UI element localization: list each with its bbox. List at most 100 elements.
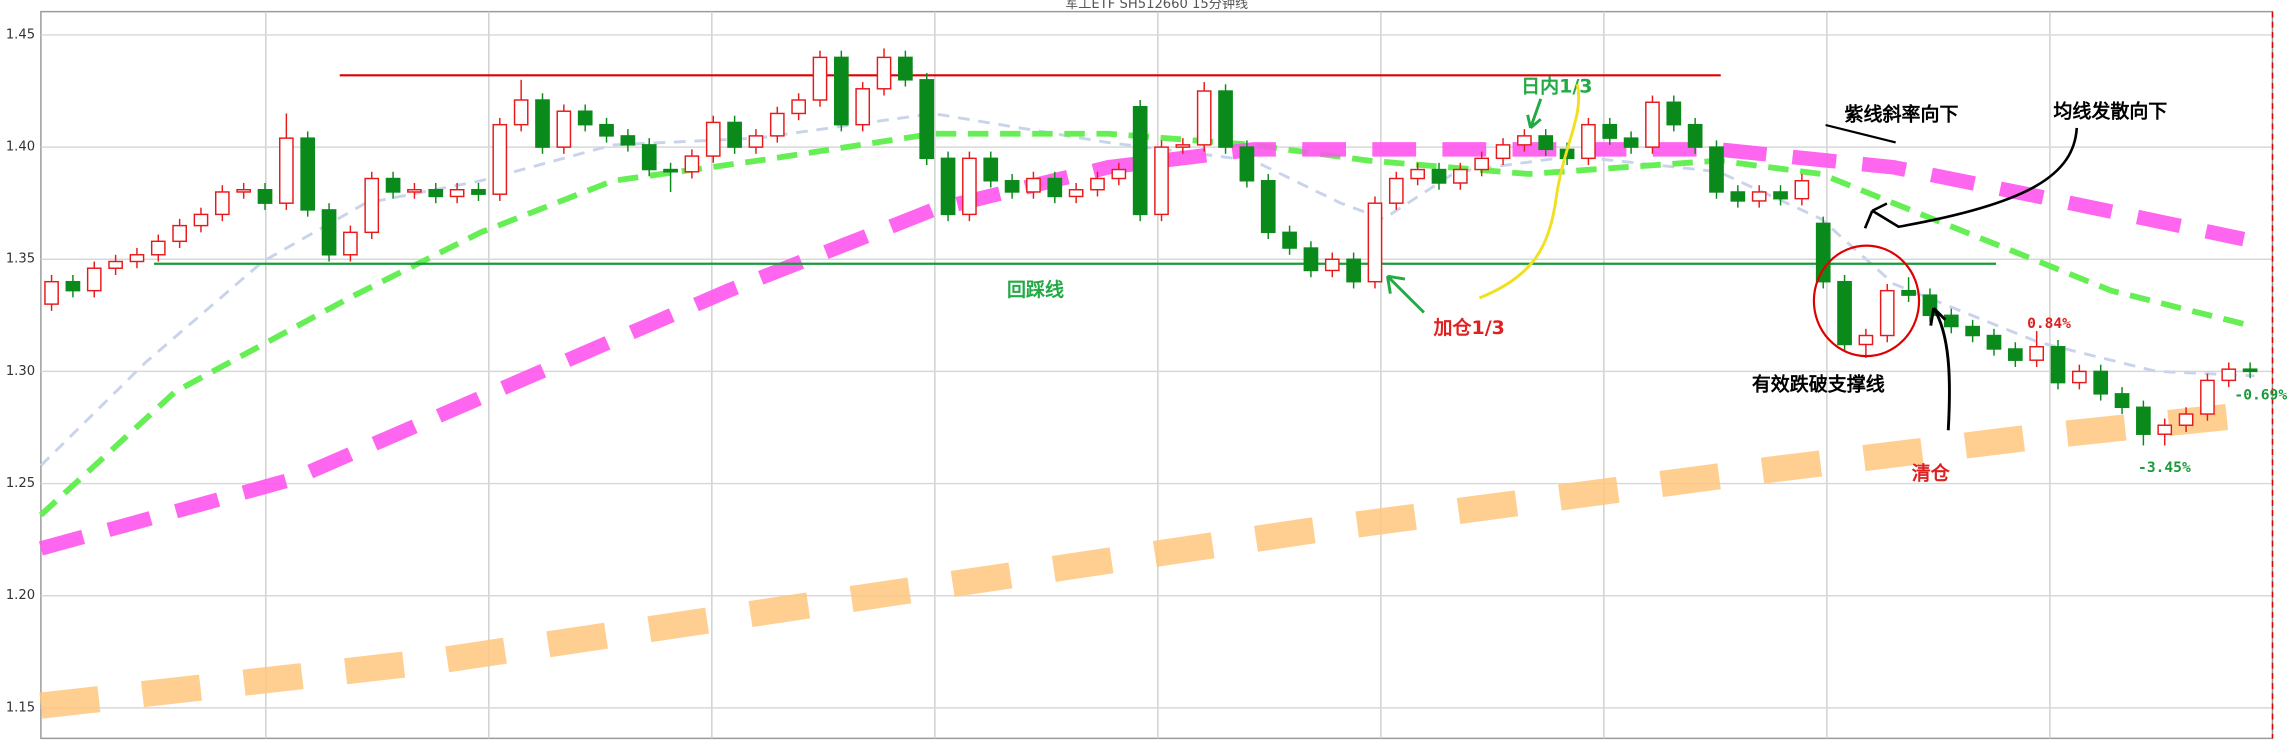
candle-body: [492, 123, 508, 195]
candle-body: [1879, 289, 1895, 337]
candle-body: [1026, 177, 1041, 193]
candle-body: [684, 155, 700, 173]
candle-body: [1474, 157, 1490, 171]
candle-body: [2242, 368, 2258, 373]
candle-body: [1132, 106, 1148, 216]
candle-body: [86, 267, 102, 292]
candle-body: [428, 188, 444, 198]
candle-body: [2157, 424, 2173, 435]
candle-body: [1324, 258, 1340, 272]
pct-label: -3.45%: [2138, 459, 2191, 476]
candle-body: [1815, 222, 1831, 283]
candle-body: [1282, 231, 1297, 249]
arrow: [1863, 127, 2079, 229]
candle-body: [620, 135, 636, 146]
y-tick-label: 1.30: [6, 364, 35, 379]
candle-body: [1687, 123, 1703, 148]
candle-body: [1239, 146, 1255, 182]
candle-body: [1751, 191, 1767, 202]
marks: [38, 48, 2258, 719]
y-tick-label: 1.40: [6, 140, 35, 155]
candle-body: [129, 254, 145, 263]
candle-body: [812, 56, 828, 101]
candle-body: [1623, 137, 1639, 148]
candle-body: [1943, 314, 1959, 328]
pct-label: 0.84%: [2027, 315, 2071, 332]
candle-body: [962, 157, 977, 216]
candle-body: [1602, 123, 1618, 139]
candle-body: [1709, 146, 1724, 193]
circle: [1812, 244, 1921, 358]
candle-body: [2136, 406, 2151, 435]
candle-body: [705, 121, 721, 157]
candle-body: [449, 188, 465, 198]
candle-body: [2007, 348, 2023, 361]
candle-body: [898, 56, 913, 81]
ma-line: [39, 401, 2256, 719]
annotation: 有效跌破支撑线: [1752, 373, 1885, 396]
candle-body: [1068, 188, 1084, 198]
candle-body: [2114, 393, 2130, 409]
y-tick-label: 1.25: [6, 476, 35, 491]
candle-body: [279, 137, 294, 204]
candle-body: [876, 56, 892, 90]
candle-body: [1538, 135, 1554, 151]
candle-body: [44, 280, 59, 305]
candle-body: [641, 144, 657, 171]
candle-body: [1794, 180, 1810, 200]
candle-body: [577, 110, 593, 126]
candle-body: [172, 224, 187, 243]
arrow: [1385, 274, 1425, 314]
candle-body: [300, 137, 316, 211]
y-tick-label: 1.15: [6, 700, 35, 715]
annotation: 回踩线: [1007, 278, 1064, 301]
candle-body: [2221, 368, 2237, 382]
candle-body: [769, 112, 785, 137]
candle-body: [343, 231, 358, 256]
candle-body: [1410, 168, 1426, 180]
candle-body: [1581, 123, 1596, 160]
candle-body: [1773, 191, 1788, 200]
candle-body: [1346, 258, 1361, 283]
candle-body: [1367, 202, 1383, 283]
candle-body: [236, 188, 252, 193]
candle-body: [2200, 379, 2215, 415]
candle-body: [1047, 177, 1063, 198]
candle-body: [919, 79, 935, 160]
y-tick-label: 1.35: [6, 252, 35, 267]
candle-body: [1965, 325, 1980, 337]
arrow: [1526, 98, 1543, 130]
candle-body: [1090, 177, 1105, 191]
curve: [1478, 83, 1581, 300]
candle-body: [1004, 180, 1020, 193]
pct-label: -0.69%: [2234, 386, 2287, 403]
chart-title: 军工ETF SH512660 15分钟线: [1065, 0, 1248, 12]
candle-body: [599, 123, 614, 137]
candle-body: [257, 188, 273, 204]
candle-body: [1431, 168, 1447, 184]
candle-body: [1986, 334, 2002, 350]
candle-body: [983, 157, 999, 182]
candle-body: [1154, 146, 1169, 216]
candle-body: [2029, 346, 2045, 361]
candle-body: [108, 260, 123, 269]
arrow: [1929, 307, 1951, 431]
ma-line: [38, 130, 2256, 518]
candle-body: [1666, 101, 1682, 126]
candle-body: [1901, 289, 1916, 296]
y-tick-label: 1.20: [6, 588, 35, 603]
annotation: 紫线斜率向下: [1845, 102, 1959, 125]
candle-body: [513, 99, 529, 126]
candle-body: [833, 56, 849, 126]
ma-line: [39, 112, 2255, 467]
candle-body: [791, 99, 806, 115]
candle-body: [663, 168, 678, 173]
candle-body: [364, 177, 380, 234]
candle-body: [1388, 177, 1404, 204]
candle-body: [150, 240, 166, 256]
candle-body: [214, 191, 230, 216]
candle-body: [855, 88, 871, 126]
candle-body: [1495, 144, 1511, 160]
